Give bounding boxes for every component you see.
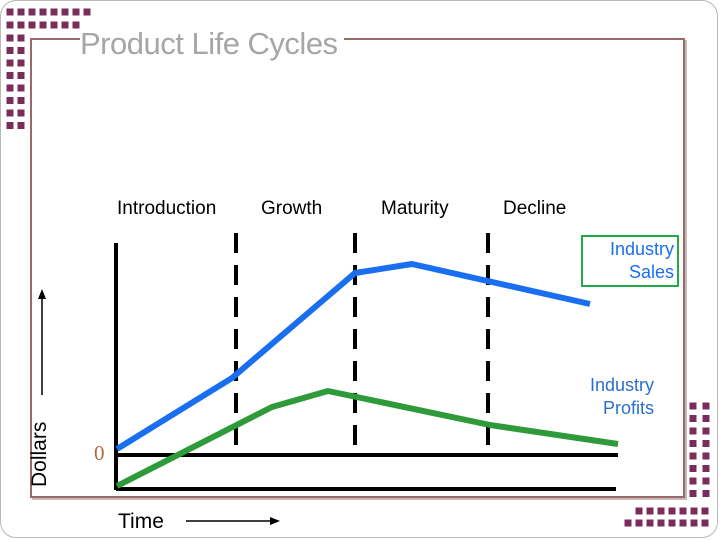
decor-square bbox=[701, 489, 711, 498]
decor-square bbox=[701, 401, 711, 411]
decor-square bbox=[623, 518, 633, 528]
decor-square bbox=[5, 46, 15, 55]
decor-square bbox=[27, 7, 37, 17]
origin-label: 0 bbox=[94, 441, 105, 465]
decor-square bbox=[5, 58, 15, 68]
decor-square bbox=[5, 71, 15, 80]
industry-sales-label: Industry Sales bbox=[581, 235, 679, 287]
industry-profits-curve bbox=[115, 388, 619, 489]
decor-square bbox=[16, 108, 26, 118]
decor-square bbox=[667, 518, 677, 528]
stage-label-decline: Decline bbox=[503, 198, 567, 219]
decor-square bbox=[60, 7, 70, 17]
decor-square bbox=[688, 426, 698, 436]
decor-square bbox=[688, 414, 698, 423]
time-arrow-head bbox=[270, 517, 280, 525]
decor-square bbox=[656, 506, 666, 516]
decor-square bbox=[5, 108, 15, 118]
decor-square bbox=[16, 20, 26, 30]
decor-square bbox=[5, 20, 15, 30]
industry-sales-label-line1: Industry bbox=[609, 239, 674, 259]
decor-square bbox=[678, 518, 688, 528]
decor-square bbox=[701, 414, 711, 423]
industry-profits-label-line2: Profits bbox=[602, 398, 654, 418]
decor-square bbox=[5, 121, 15, 130]
y-axis-label: Dollars bbox=[28, 421, 51, 487]
decor-square bbox=[49, 7, 59, 17]
decor-square bbox=[16, 58, 26, 68]
stage-label-introduction: Introduction bbox=[117, 198, 217, 219]
dollars-arrow-head bbox=[38, 289, 46, 299]
decor-square bbox=[701, 439, 711, 448]
decor-square bbox=[701, 451, 711, 461]
decor-square bbox=[5, 7, 15, 17]
decor-square bbox=[16, 46, 26, 55]
decor-square bbox=[71, 20, 81, 30]
decor-square bbox=[688, 464, 698, 473]
x-axis-label: Time bbox=[118, 510, 164, 533]
decor-square bbox=[16, 71, 26, 80]
decor-square bbox=[701, 464, 711, 473]
decor-square bbox=[688, 451, 698, 461]
decor-square bbox=[678, 506, 688, 516]
decor-square bbox=[49, 20, 59, 30]
decor-square bbox=[688, 401, 698, 411]
decor-square bbox=[688, 489, 698, 498]
stage-label-maturity: Maturity bbox=[381, 198, 449, 219]
decor-square bbox=[689, 518, 699, 528]
decor-square bbox=[82, 7, 92, 17]
decor-square bbox=[38, 20, 48, 30]
decor-square bbox=[700, 518, 710, 528]
decor-square bbox=[5, 33, 15, 43]
decor-square bbox=[688, 439, 698, 448]
decor-square bbox=[645, 518, 655, 528]
industry-profits-label: Industry Profits bbox=[569, 373, 657, 425]
decor-square bbox=[700, 506, 710, 516]
decor-square bbox=[656, 518, 666, 528]
decor-square bbox=[16, 7, 26, 17]
decor-square bbox=[38, 7, 48, 17]
decor-square bbox=[634, 506, 644, 516]
decor-square bbox=[16, 96, 26, 105]
decor-square bbox=[634, 518, 644, 528]
decor-square bbox=[16, 121, 26, 130]
decor-square bbox=[16, 33, 26, 43]
industry-profits-label-line1: Industry bbox=[589, 375, 654, 395]
decor-square bbox=[5, 96, 15, 105]
industry-sales-curve bbox=[115, 261, 591, 452]
decor-square bbox=[5, 83, 15, 93]
decor-square bbox=[667, 506, 677, 516]
decor-square bbox=[688, 476, 698, 486]
industry-sales-label-line2: Sales bbox=[628, 262, 674, 282]
decor-square bbox=[71, 7, 81, 17]
decor-square bbox=[16, 83, 26, 93]
decor-square bbox=[701, 426, 711, 436]
decor-square bbox=[27, 20, 37, 30]
decor-square bbox=[645, 506, 655, 516]
decor-square bbox=[701, 476, 711, 486]
content-frame bbox=[30, 38, 685, 498]
decor-square bbox=[689, 506, 699, 516]
stage-label-growth: Growth bbox=[261, 198, 323, 219]
decor-square bbox=[60, 20, 70, 30]
page-title: Product Life Cycles bbox=[80, 26, 344, 62]
